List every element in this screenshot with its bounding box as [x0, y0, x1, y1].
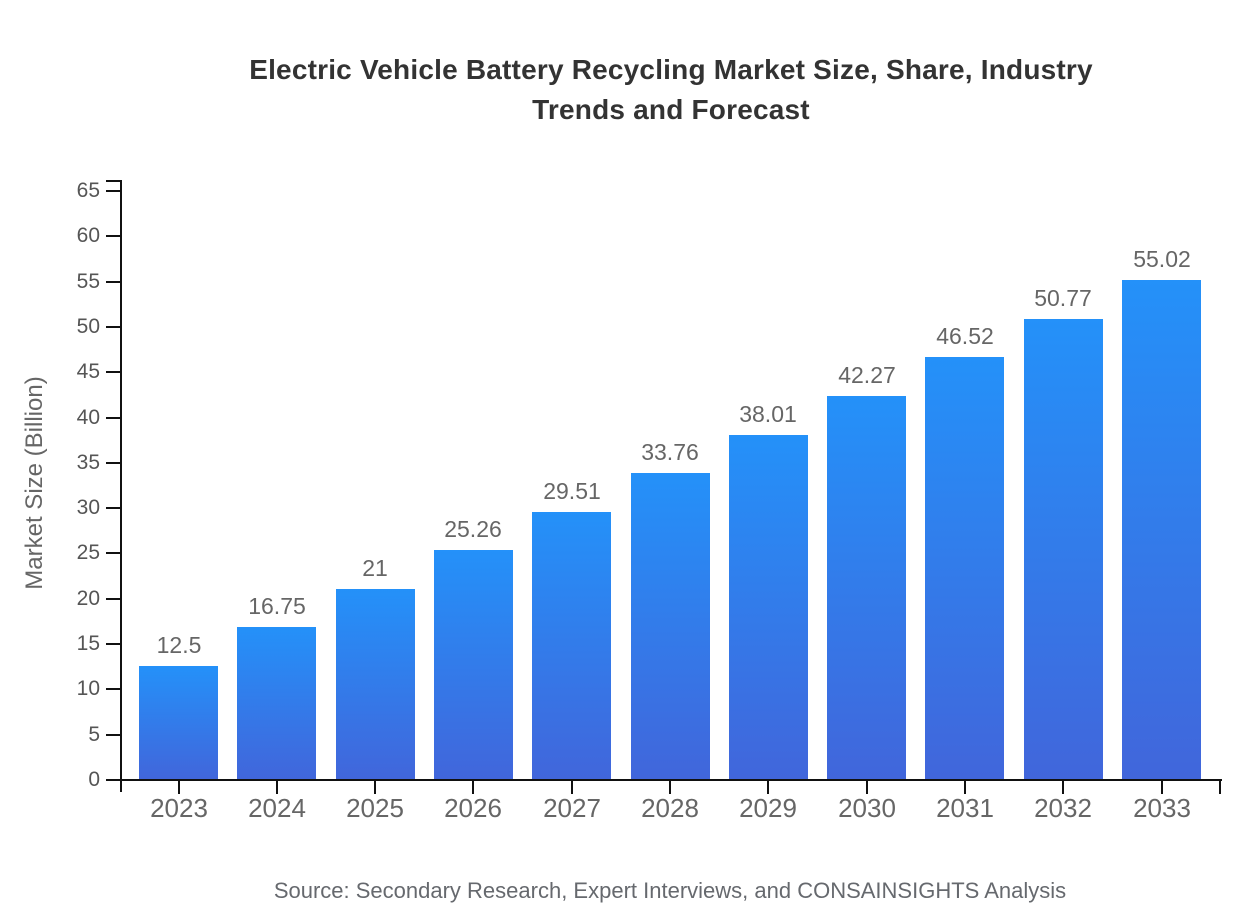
x-axis-tick-label: 2025: [346, 793, 404, 823]
x-axis-tick: [669, 779, 671, 794]
y-axis-tick-label: 25: [76, 541, 100, 564]
bar-2023: [139, 666, 218, 779]
y-axis-tick: [106, 507, 120, 509]
y-axis-tick-label: 40: [76, 406, 100, 429]
bar-2031: [925, 357, 1004, 779]
x-axis-end-tick: [1219, 779, 1221, 794]
y-axis-tick: [106, 462, 120, 464]
bar-value-label: 42.27: [838, 362, 896, 388]
y-axis-tick-label: 0: [88, 768, 100, 791]
bar-2024: [237, 627, 316, 779]
y-axis-tick-label: 20: [76, 587, 100, 610]
y-axis-tick: [106, 281, 120, 283]
x-axis-tick: [767, 779, 769, 794]
y-axis-tick-label: 45: [76, 360, 100, 383]
x-axis-tick: [374, 779, 376, 794]
bar-value-label: 50.77: [1034, 285, 1092, 311]
y-axis-tick-label: 55: [76, 270, 100, 293]
x-axis-tick-label: 2031: [936, 793, 994, 823]
bar-value-label: 46.52: [936, 323, 994, 349]
x-axis-tick-label: 2023: [150, 793, 208, 823]
source-note: Source: Secondary Research, Expert Inter…: [273, 878, 1067, 903]
y-axis-tick: [106, 643, 120, 645]
x-axis-tick-label: 2028: [641, 793, 699, 823]
bar-2026: [434, 550, 513, 779]
bar-2029: [729, 435, 808, 779]
bar-2028: [631, 473, 710, 779]
bar-value-label: 12.5: [156, 632, 202, 658]
y-axis-tick: [106, 326, 120, 328]
y-axis-tick: [106, 552, 120, 554]
x-axis-tick: [276, 779, 278, 794]
bar-value-label: 33.76: [641, 439, 699, 465]
x-axis-tick: [178, 779, 180, 794]
y-axis-tick-label: 60: [76, 224, 100, 247]
y-axis-line: [120, 180, 122, 792]
x-axis-line: [110, 779, 1222, 781]
y-axis-tick-label: 10: [76, 677, 100, 700]
y-axis-tick: [106, 779, 120, 781]
bar-value-label: 16.75: [248, 593, 306, 619]
x-axis-tick: [571, 779, 573, 794]
y-axis-tick: [106, 734, 120, 736]
y-axis-tick: [106, 688, 120, 690]
y-axis-tick: [106, 190, 120, 192]
bar-value-label: 25.26: [444, 516, 502, 542]
bar-value-label: 38.01: [739, 401, 797, 427]
y-axis-tick-label: 15: [76, 632, 100, 655]
bar-value-label: 29.51: [543, 478, 601, 504]
bar-value-label: 55.02: [1133, 246, 1191, 272]
y-axis-tick: [106, 371, 120, 373]
x-axis-tick: [1161, 779, 1163, 794]
y-axis-tick-label: 5: [88, 723, 100, 746]
x-axis-tick-label: 2029: [739, 793, 797, 823]
bar-value-label: 21: [362, 555, 388, 581]
y-axis-tick-label: 35: [76, 451, 100, 474]
x-axis-tick-label: 2033: [1133, 793, 1191, 823]
x-axis-tick: [866, 779, 868, 794]
x-axis-tick-label: 2026: [444, 793, 502, 823]
y-axis-tick-label: 65: [76, 179, 100, 202]
y-axis-tick: [106, 417, 120, 419]
bar-2032: [1024, 319, 1103, 779]
x-axis-tick: [1062, 779, 1064, 794]
y-axis-tick: [106, 235, 120, 237]
x-axis-tick-label: 2030: [838, 793, 896, 823]
y-axis-tick: [106, 598, 120, 600]
y-axis-end-tick: [106, 180, 122, 182]
bar-2030: [827, 396, 906, 779]
chart-title: Electric Vehicle Battery Recycling Marke…: [249, 54, 1093, 125]
x-axis-tick: [472, 779, 474, 794]
x-axis-tick-label: 2027: [543, 793, 601, 823]
x-axis-tick-label: 2024: [248, 793, 306, 823]
y-axis-tick-label: 30: [76, 496, 100, 519]
bar-2033: [1122, 280, 1201, 779]
x-axis-tick: [964, 779, 966, 794]
bar-2025: [336, 589, 415, 779]
x-axis-tick-label: 2032: [1034, 793, 1092, 823]
bar-2027: [532, 512, 611, 779]
y-axis-tick-label: 50: [76, 315, 100, 338]
